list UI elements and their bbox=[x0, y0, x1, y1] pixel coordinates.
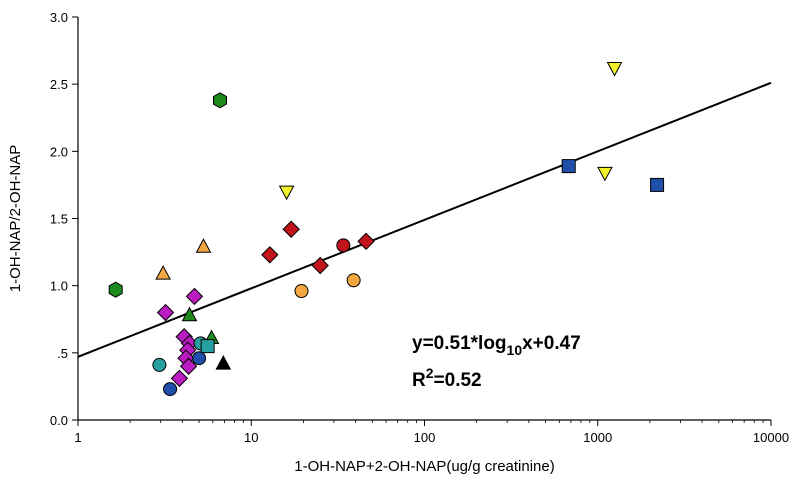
circle-marker bbox=[152, 357, 167, 372]
x-axis-title: 1-OH-NAP+2-OH-NAP(ug/g creatinine) bbox=[294, 458, 555, 475]
x-axis-ticks: 1 10 100 1000 10000 bbox=[74, 420, 789, 445]
regression-line bbox=[77, 81, 772, 358]
diamond-marker bbox=[185, 287, 204, 306]
square-marker bbox=[650, 177, 665, 192]
circle-marker bbox=[192, 351, 207, 366]
triangle-up-marker bbox=[181, 306, 198, 322]
hexagon-marker bbox=[212, 92, 227, 109]
x-tick-label: 100 bbox=[414, 430, 436, 445]
diamond-marker bbox=[179, 357, 198, 375]
triangle-down-marker bbox=[606, 62, 623, 77]
r2-suffix: =0.52 bbox=[434, 370, 482, 391]
circle-marker bbox=[336, 238, 351, 253]
r2-prefix: R bbox=[412, 370, 426, 391]
y-tick-label: 1.5 bbox=[50, 212, 68, 227]
data-points bbox=[108, 62, 665, 397]
y-axis-ticks: 0.0 .5 1.0 1.5 2.0 2.5 3.0 bbox=[50, 10, 78, 428]
circle-marker bbox=[163, 382, 178, 397]
r2-exponent: 2 bbox=[426, 365, 434, 381]
equation-log-base: 10 bbox=[507, 342, 523, 358]
x-tick-label: 10 bbox=[244, 430, 258, 445]
triangle-down-marker bbox=[597, 166, 613, 182]
y-tick-label: .5 bbox=[57, 346, 68, 361]
diamond-marker bbox=[311, 256, 329, 275]
regression-equation: y=0.51*log10x+0.47 bbox=[412, 333, 581, 358]
square-marker bbox=[561, 159, 576, 174]
y-axis-title: 1-OH-NAP/2-OH-NAP bbox=[7, 145, 24, 293]
r-squared: R2=0.52 bbox=[412, 365, 482, 391]
diamond-marker bbox=[170, 369, 189, 388]
equation-suffix: x+0.47 bbox=[522, 333, 581, 354]
diamond-marker bbox=[261, 246, 279, 264]
diamond-marker bbox=[156, 303, 175, 322]
triangle-up-marker bbox=[195, 238, 212, 253]
diamond-marker bbox=[282, 220, 300, 238]
circle-marker bbox=[346, 273, 361, 288]
triangle-up-marker bbox=[215, 355, 232, 370]
y-tick-label: 2.0 bbox=[50, 144, 68, 159]
circle-marker bbox=[294, 284, 309, 299]
equation-prefix: y=0.51*log bbox=[412, 333, 507, 354]
hexagon-marker bbox=[108, 281, 123, 298]
y-tick-label: 1.0 bbox=[50, 279, 68, 294]
y-tick-label: 0.0 bbox=[50, 413, 68, 428]
triangle-up-marker bbox=[155, 265, 171, 280]
x-tick-label: 10000 bbox=[753, 430, 789, 445]
triangle-down-marker bbox=[278, 185, 295, 201]
diamond-marker bbox=[357, 232, 375, 251]
square-marker bbox=[200, 339, 215, 354]
x-tick-label: 1000 bbox=[583, 430, 612, 445]
y-tick-label: 3.0 bbox=[50, 10, 68, 25]
plot-area: 1 10 100 1000 10000 0.0 .5 1.0 1.5 2.0 2.5 3.0 bbox=[50, 10, 789, 445]
y-tick-label: 2.5 bbox=[50, 77, 68, 92]
x-tick-label: 1 bbox=[74, 430, 81, 445]
